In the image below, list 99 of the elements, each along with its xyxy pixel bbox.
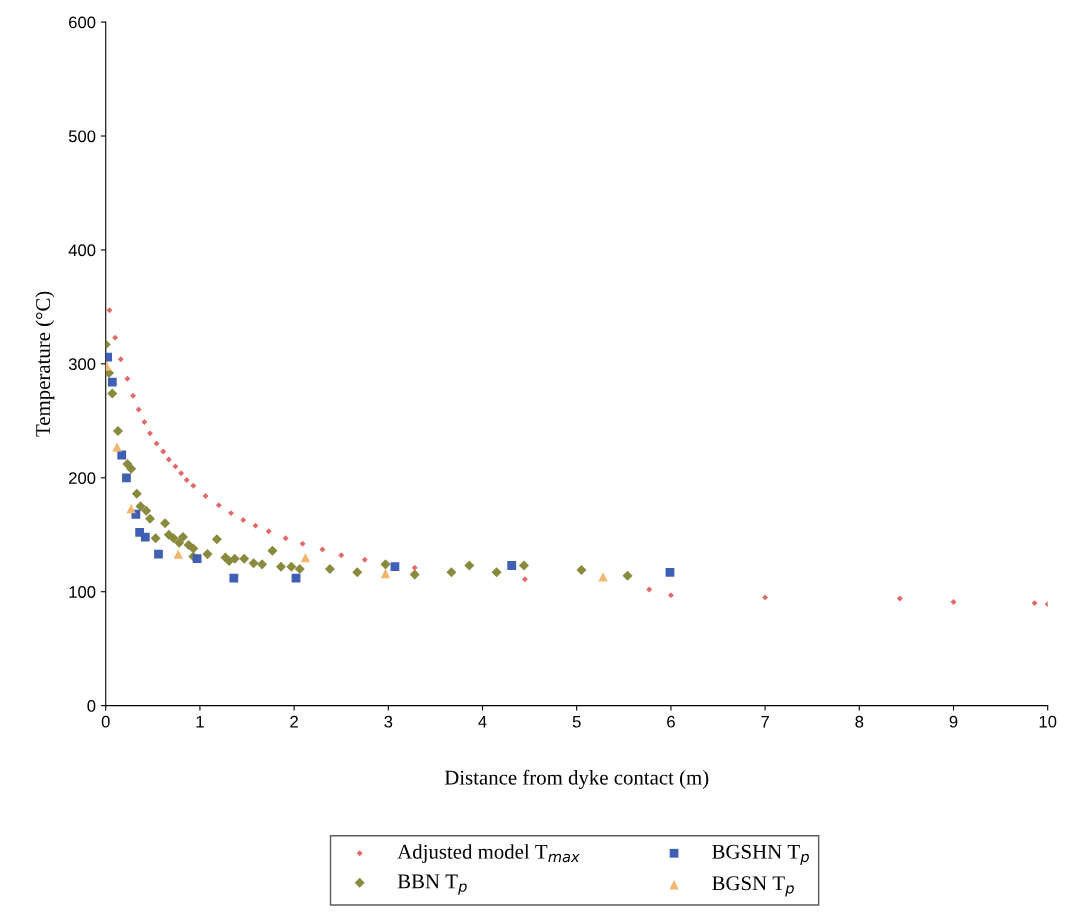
point <box>177 532 188 543</box>
point <box>106 307 113 314</box>
x-axis-title: Distance from dyke contact (m) <box>444 769 709 789</box>
point <box>135 406 142 413</box>
point <box>229 573 239 583</box>
point <box>300 552 311 563</box>
point <box>112 426 123 437</box>
point <box>141 505 152 516</box>
point <box>390 562 400 572</box>
point <box>1031 600 1038 607</box>
legend-label: BGSN T$_{p}$ <box>712 876 794 897</box>
point <box>168 533 179 544</box>
legend-label: BBN T$_{p}$ <box>397 874 467 895</box>
point <box>154 549 163 559</box>
point <box>257 559 268 570</box>
point <box>299 540 306 547</box>
x-tick-label: 1 <box>196 715 204 728</box>
x-tick-label: 9 <box>949 715 958 728</box>
point <box>140 532 150 542</box>
point <box>324 563 335 574</box>
point <box>122 473 131 483</box>
point <box>202 493 209 499</box>
y-axis-title: Temperature (°C) <box>35 291 55 437</box>
point <box>228 510 234 517</box>
point <box>319 546 326 553</box>
x-tick-label: 2 <box>290 715 298 728</box>
point <box>665 567 675 577</box>
x-tick-label: 8 <box>855 715 864 728</box>
point <box>521 576 528 583</box>
point <box>950 599 957 605</box>
point <box>294 563 305 574</box>
y-tick-label: 400 <box>68 244 96 257</box>
x-tick-label: 10 <box>1039 715 1057 728</box>
legend-label: Adjusted model T$_{max}$ <box>397 844 580 864</box>
point <box>160 448 167 455</box>
point <box>446 567 457 578</box>
point <box>762 594 769 601</box>
point <box>107 388 118 399</box>
point <box>240 516 247 523</box>
point <box>518 560 529 571</box>
point <box>178 470 185 477</box>
point <box>229 553 240 564</box>
point <box>215 502 222 509</box>
point <box>173 549 183 559</box>
point <box>165 456 172 463</box>
point <box>282 535 289 542</box>
y-tick-label: 600 <box>69 16 96 29</box>
point <box>248 558 259 569</box>
y-tick-label: 300 <box>68 358 96 371</box>
x-tick-label: 4 <box>478 715 487 728</box>
point <box>145 513 156 524</box>
point <box>491 567 502 578</box>
x-tick-label: 0 <box>101 715 110 728</box>
point <box>141 419 148 425</box>
point <box>150 533 161 544</box>
x-tick-label: 6 <box>667 715 675 728</box>
point <box>160 518 171 529</box>
y-tick-label: 500 <box>68 130 96 143</box>
point <box>464 560 475 571</box>
point <box>192 554 202 564</box>
point <box>576 565 587 576</box>
point <box>380 568 391 579</box>
point <box>147 430 153 437</box>
point <box>126 503 136 514</box>
point <box>131 488 142 499</box>
point <box>267 545 278 556</box>
point <box>598 572 608 582</box>
point <box>117 356 124 363</box>
x-tick-label: 3 <box>384 715 393 728</box>
point <box>126 463 137 474</box>
point <box>380 559 391 570</box>
point <box>352 567 363 578</box>
x-tick-label: 5 <box>572 715 581 728</box>
point <box>112 334 119 341</box>
point <box>124 375 131 382</box>
legend-label: BGSHN T$_{p}$ <box>712 844 809 866</box>
point <box>130 392 137 399</box>
x-tick-label: 7 <box>761 715 769 728</box>
y-tick-label: 200 <box>69 472 96 484</box>
point <box>896 595 903 602</box>
point <box>239 553 250 564</box>
point <box>411 564 418 571</box>
point <box>622 570 633 581</box>
point <box>107 377 117 387</box>
point <box>507 561 517 570</box>
point <box>646 586 653 593</box>
point <box>183 477 190 484</box>
point <box>211 534 222 545</box>
point <box>135 501 146 512</box>
point <box>112 442 122 452</box>
point <box>190 482 197 489</box>
point <box>275 561 286 572</box>
point <box>252 522 259 529</box>
y-tick-label: 0 <box>87 700 96 712</box>
point <box>188 543 199 554</box>
point <box>409 569 420 580</box>
y-tick-label: 100 <box>69 586 96 598</box>
point <box>286 561 297 572</box>
point <box>202 549 213 560</box>
